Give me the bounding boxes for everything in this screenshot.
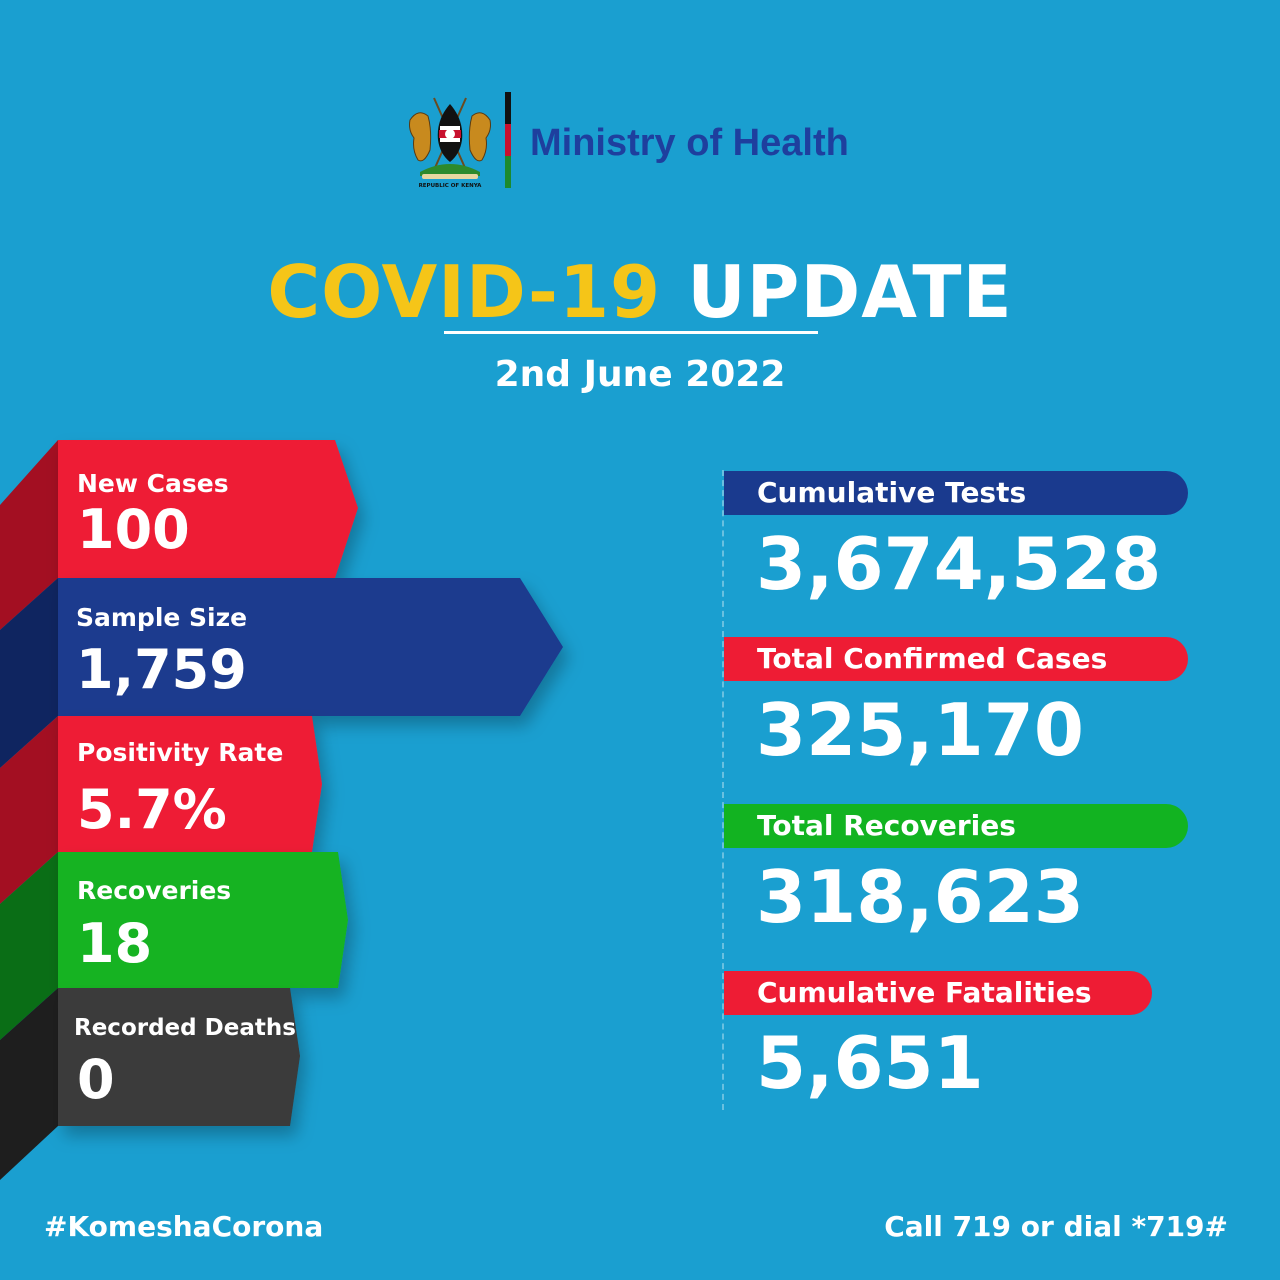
report-date: 2nd June 2022 xyxy=(494,354,786,395)
hotline-info: Call 719 or dial *719# xyxy=(884,1210,1228,1243)
fold-new-cases xyxy=(0,440,58,630)
stat-label-positivity-rate: Positivity Rate xyxy=(77,738,283,767)
ribbon-deaths xyxy=(58,988,300,1126)
pill-cumulative-tests: Cumulative Tests xyxy=(724,471,1188,515)
value-cumulative-tests: 3,674,528 xyxy=(756,522,1162,606)
stat-label-recoveries: Recoveries xyxy=(77,876,231,905)
svg-text:REPUBLIC OF KENYA: REPUBLIC OF KENYA xyxy=(419,183,483,189)
pill-cumulative-fatalities: Cumulative Fatalities xyxy=(724,971,1152,1015)
page-title: COVID-19 UPDATE xyxy=(0,250,1280,334)
stat-label-sample-size: Sample Size xyxy=(76,603,247,632)
title-update: UPDATE xyxy=(687,250,1013,334)
stat-value-sample-size: 1,759 xyxy=(76,638,247,701)
value-total-recoveries: 318,623 xyxy=(756,855,1084,939)
ministry-name: Ministry of Health xyxy=(530,122,849,164)
ribbon-new-cases xyxy=(58,440,358,578)
stat-label-new-cases: New Cases xyxy=(77,469,229,498)
stat-value-new-cases: 100 xyxy=(77,498,190,561)
title-covid: COVID-19 xyxy=(267,250,662,334)
kenya-coat-of-arms-icon: REPUBLIC OF KENYA xyxy=(409,97,491,189)
ribbon-recoveries xyxy=(58,852,348,988)
fold-sample-size xyxy=(0,578,58,768)
fold-positivity xyxy=(0,716,58,904)
hashtag: #KomeshaCorona xyxy=(44,1210,324,1243)
stat-value-positivity-rate: 5.7% xyxy=(77,778,227,841)
kenya-flag-divider xyxy=(505,92,511,188)
daily-stats-ribbons: New Cases 100 Sample Size 1,759 Positivi… xyxy=(0,440,563,1180)
pill-total-confirmed-cases: Total Confirmed Cases xyxy=(724,637,1188,681)
stat-value-recorded-deaths: 0 xyxy=(77,1048,115,1111)
ribbon-sample-size xyxy=(58,578,563,716)
ribbon-positivity xyxy=(58,716,322,852)
value-total-confirmed-cases: 325,170 xyxy=(756,688,1084,772)
title-underline xyxy=(444,331,818,334)
value-cumulative-fatalities: 5,651 xyxy=(756,1021,984,1105)
stat-label-recorded-deaths: Recorded Deaths xyxy=(74,1015,296,1041)
stats-divider xyxy=(722,470,724,1110)
fold-deaths xyxy=(0,988,58,1180)
fold-recoveries xyxy=(0,852,58,1040)
pill-total-recoveries: Total Recoveries xyxy=(724,804,1188,848)
stat-value-recoveries: 18 xyxy=(77,912,152,975)
